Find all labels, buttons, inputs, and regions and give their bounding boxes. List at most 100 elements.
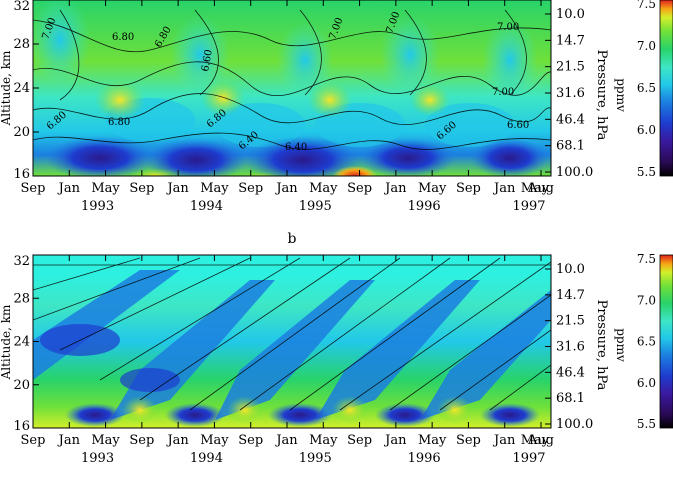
year-label: 1995 — [299, 199, 332, 214]
left-tick-label: 28 — [13, 291, 30, 306]
colorbar-label-a: ppmv — [614, 78, 628, 112]
colorbar-tick-label: 6.0 — [637, 376, 656, 390]
month-label: Aug — [527, 181, 554, 196]
contour-label: 6.60 — [200, 49, 215, 73]
month-label: Sep — [347, 181, 372, 196]
left-tick-label: 28 — [13, 37, 30, 52]
contour-label: 7.00 — [492, 87, 514, 98]
month-label: Aug — [527, 433, 554, 448]
colorbar-label-b: ppmv — [614, 328, 628, 362]
colorbar-a: 7.5 7.0 6.5 6.0 5.5 ppmv — [614, 0, 673, 179]
month-label: May — [91, 433, 120, 448]
right-axis-a: 10.0 14.7 21.5 31.6 46.4 68.1 100.0 — [545, 7, 593, 180]
month-label: Sep — [129, 433, 154, 448]
month-label: Jan — [274, 433, 298, 448]
month-label: Sep — [238, 433, 263, 448]
colorbar-tick-label: 7.5 — [637, 252, 656, 266]
left-tick-label: 32 — [13, 0, 30, 14]
right-tick-label: 100.0 — [556, 165, 593, 180]
year-label: 1997 — [512, 451, 545, 466]
right-tick-label: 46.4 — [556, 365, 585, 380]
right-tick-label: 21.5 — [556, 60, 585, 75]
panel-a-field — [33, 0, 551, 176]
left-axis-a: 32 28 24 20 16 — [13, 0, 39, 182]
month-label: May — [309, 181, 338, 196]
left-axis-b: 32 28 24 20 16 — [13, 254, 39, 434]
contour-label: 6.80 — [108, 117, 130, 128]
month-label: Jan — [57, 181, 81, 196]
colorbar-tick-label: 6.5 — [637, 335, 656, 349]
month-label: Sep — [21, 181, 46, 196]
contour-label: 6.40 — [285, 142, 307, 153]
contour-label: 6.80 — [112, 32, 134, 43]
right-axis-label-b: Pressure, hPa — [594, 300, 609, 391]
year-label: 1997 — [512, 199, 545, 214]
colorbar-tick-label: 7.0 — [637, 39, 656, 53]
left-axis-label-b: Altitude, km — [0, 304, 13, 380]
panel-a: 7.00 6.80 6.806.607.00 7.00 7.007.006.80 6.80… — [0, 0, 673, 214]
left-tick-label: 20 — [13, 378, 30, 393]
month-label: Sep — [456, 181, 481, 196]
year-label: 1993 — [81, 451, 114, 466]
right-tick-label: 10.0 — [556, 262, 585, 277]
contour-label: 7.00 — [497, 22, 519, 33]
left-tick-label: 20 — [13, 125, 30, 140]
month-label: Jan — [383, 181, 407, 196]
month-label: May — [91, 181, 120, 196]
left-tick-label: 32 — [13, 254, 30, 269]
left-axis-label-a: Altitude, km — [0, 50, 13, 126]
left-tick-label: 24 — [13, 335, 30, 350]
right-tick-label: 21.5 — [556, 314, 585, 329]
month-label: Sep — [129, 181, 154, 196]
bottom-axis-a: Sep Jan May Sep Jan May Sep Jan May Sep Jan May Sep J… — [21, 0, 554, 214]
month-label: May — [418, 433, 447, 448]
right-tick-label: 68.1 — [556, 139, 585, 154]
month-label: Sep — [21, 433, 46, 448]
month-label: Sep — [456, 433, 481, 448]
month-label: May — [521, 181, 550, 196]
month-label: Jan — [165, 181, 189, 196]
panel-b-label: b — [288, 231, 297, 247]
colorbar-b: 7.5 7.0 6.5 6.0 5.5 ppmv — [614, 252, 673, 431]
colorbar-tick-label: 5.5 — [637, 417, 656, 431]
panel-b: 32 28 24 20 16 10.0 14.7 21.5 31.6 46.4 68.1 100.0… — [0, 252, 673, 466]
bottom-axis-b: Sep Jan May Sep Jan May Sep Jan May Sep Jan May Sep J… — [21, 255, 554, 466]
colorbar-tick-label: 7.5 — [637, 0, 656, 11]
right-tick-label: 31.6 — [556, 86, 585, 101]
year-label: 1993 — [81, 199, 114, 214]
left-tick-label: 16 — [13, 419, 30, 434]
month-label: May — [309, 433, 338, 448]
right-axis-label-a: Pressure, hPa — [594, 50, 609, 141]
month-label: May — [200, 181, 229, 196]
month-label: Jan — [492, 181, 516, 196]
month-label: Jan — [492, 433, 516, 448]
month-label: Jan — [57, 433, 81, 448]
right-tick-label: 14.7 — [556, 33, 585, 48]
month-label: Sep — [347, 433, 372, 448]
left-tick-label: 16 — [13, 167, 30, 182]
year-label: 1994 — [190, 199, 223, 214]
panel-b-field — [33, 255, 551, 428]
right-tick-label: 14.7 — [556, 288, 585, 303]
year-label: 1995 — [299, 451, 332, 466]
month-label: May — [521, 433, 550, 448]
month-label: May — [200, 433, 229, 448]
year-label: 1994 — [190, 451, 223, 466]
colorbar-tick-label: 7.0 — [637, 293, 656, 307]
month-label: Sep — [238, 181, 263, 196]
month-label: Jan — [165, 433, 189, 448]
right-tick-label: 31.6 — [556, 340, 585, 355]
right-tick-label: 100.0 — [556, 417, 593, 432]
colorbar-tick-label: 6.5 — [637, 81, 656, 95]
contour-label: 6.60 — [507, 120, 529, 131]
right-axis-b: 10.0 14.7 21.5 31.6 46.4 68.1 100.0 — [545, 262, 593, 432]
right-tick-label: 10.0 — [556, 7, 585, 22]
year-label: 1996 — [408, 451, 441, 466]
month-label: Jan — [383, 433, 407, 448]
month-label: Jan — [274, 181, 298, 196]
colorbar-tick-label: 5.5 — [637, 165, 656, 179]
colorbar-tick-label: 6.0 — [637, 123, 656, 137]
right-tick-label: 46.4 — [556, 112, 585, 127]
left-tick-label: 24 — [13, 81, 30, 96]
